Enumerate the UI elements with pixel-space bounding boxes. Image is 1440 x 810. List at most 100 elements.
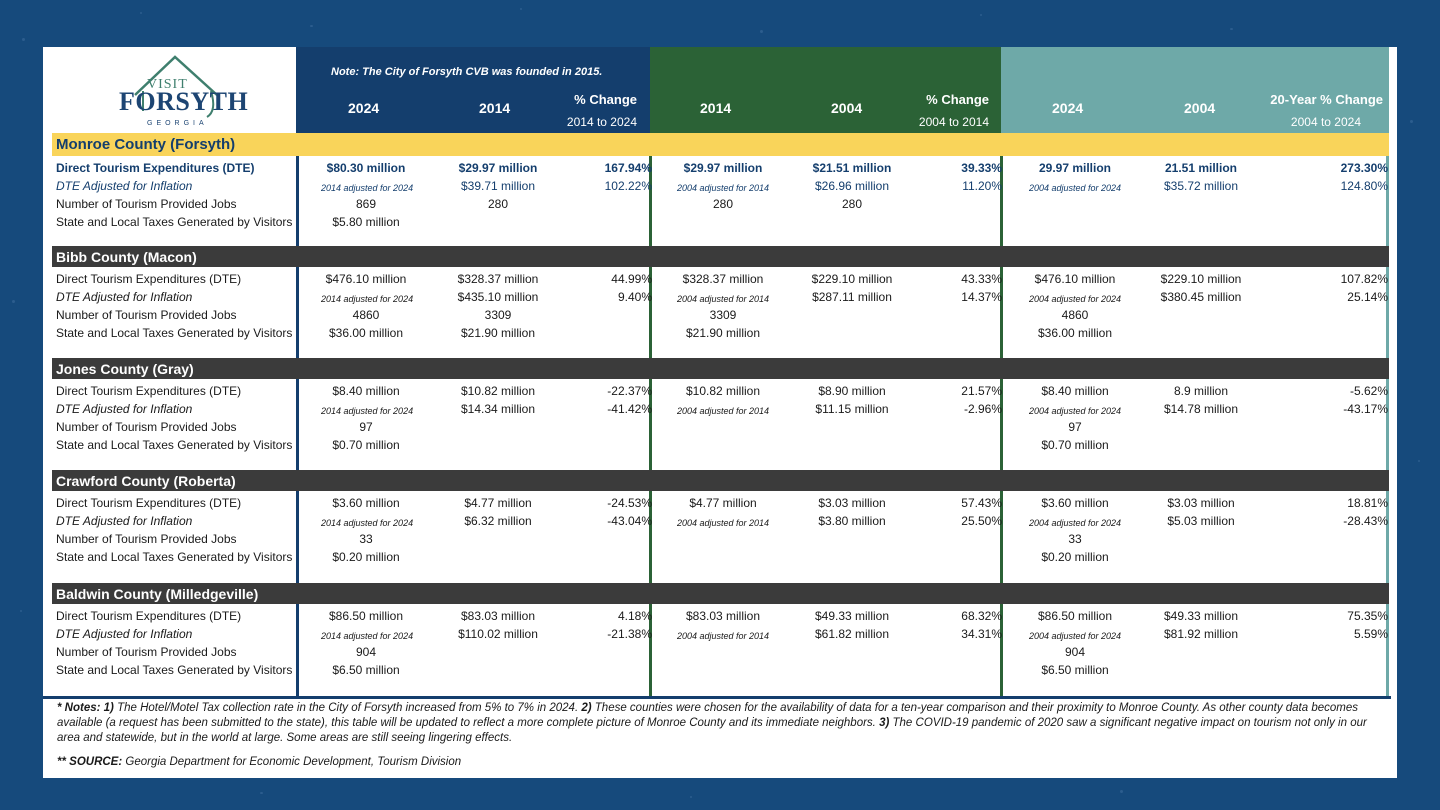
cell-dte: $3.60 million — [332, 496, 400, 510]
cell-jobs: 97 — [359, 420, 373, 434]
cell-infl: 2004 adjusted for 2024 — [1028, 294, 1122, 304]
cell-infl: $6.32 million — [464, 514, 532, 528]
cell-dte: 107.82% — [1340, 272, 1388, 286]
cell-dte: -24.53% — [607, 496, 652, 510]
cell-infl: $26.96 million — [814, 179, 890, 193]
row-label-jobs: Number of Tourism Provided Jobs — [56, 197, 237, 211]
section-band — [52, 470, 1389, 491]
note-3: The COVID-19 pandemic of 2020 saw a sign… — [57, 717, 1367, 744]
section-title: Jones County (Gray) — [56, 361, 194, 377]
row-label-taxes: State and Local Taxes Generated by Visit… — [56, 663, 293, 677]
header-green-pct: % Change — [926, 92, 989, 107]
section-title: Bibb County (Macon) — [56, 249, 197, 265]
cell-infl: 2004 adjusted for 2014 — [676, 406, 770, 416]
cell-jobs: 4860 — [352, 308, 380, 322]
cell-infl: 2004 adjusted for 2024 — [1028, 406, 1122, 416]
cell-infl: 5.59% — [1353, 627, 1388, 641]
cell-dte: 68.32% — [961, 609, 1002, 623]
section-band — [52, 133, 1389, 156]
cell-dte: $3.60 million — [1041, 496, 1109, 510]
cell-taxes: $21.90 million — [460, 326, 536, 340]
cell-dte: -22.37% — [607, 384, 652, 398]
cell-jobs: 280 — [712, 197, 734, 211]
row-label-dte: Direct Tourism Expenditures (DTE) — [56, 496, 242, 510]
cell-dte: 8.9 million — [1173, 384, 1229, 398]
cell-taxes: $36.00 million — [1037, 326, 1113, 340]
cell-dte: 21.51 million — [1164, 161, 1238, 175]
cell-infl: -2.96% — [963, 402, 1002, 416]
row-label-dte: Direct Tourism Expenditures (DTE) — [56, 272, 242, 286]
note-3-key: 3) — [879, 717, 890, 729]
cell-dte: $8.40 million — [1041, 384, 1109, 398]
cell-jobs: 904 — [1064, 645, 1086, 659]
cell-jobs: 33 — [1068, 532, 1082, 546]
cell-dte: $229.10 million — [1160, 272, 1242, 286]
divider-blue — [296, 133, 299, 696]
cell-taxes: $0.20 million — [332, 550, 400, 564]
row-label-jobs: Number of Tourism Provided Jobs — [56, 645, 237, 659]
cell-infl: 25.50% — [961, 514, 1002, 528]
cell-jobs: 904 — [355, 645, 377, 659]
cell-infl: 34.31% — [961, 627, 1002, 641]
header-green-band — [650, 47, 1001, 133]
cell-infl: 2014 adjusted for 2024 — [321, 183, 414, 193]
source-line: ** SOURCE: Georgia Department for Econom… — [57, 756, 461, 768]
cell-dte: $10.82 million — [460, 384, 536, 398]
cell-taxes: $0.70 million — [1041, 438, 1109, 452]
cell-taxes: $36.00 million — [328, 326, 404, 340]
cell-dte: $10.82 million — [685, 384, 761, 398]
header-teal-year2: 2004 — [1184, 100, 1216, 116]
cell-infl: 2004 adjusted for 2014 — [676, 294, 770, 304]
header-blue-year2: 2014 — [479, 100, 511, 116]
cell-infl: $287.11 million — [812, 290, 892, 304]
source-text: Georgia Department for Economic Developm… — [122, 756, 462, 768]
tourism-table-sheet: VISIT FORSYTH GEORGIA Note: The City of … — [43, 47, 1397, 778]
cell-dte: $328.37 million — [682, 272, 764, 286]
cell-jobs: 869 — [355, 197, 377, 211]
cell-dte: 273.30% — [1340, 161, 1388, 175]
row-label-taxes: State and Local Taxes Generated by Visit… — [56, 550, 293, 564]
cell-dte: $4.77 million — [689, 496, 757, 510]
cell-infl: $14.78 million — [1163, 402, 1239, 416]
header-green-year1: 2014 — [700, 100, 732, 116]
visit-forsyth-logo: VISIT FORSYTH GEORGIA — [113, 51, 248, 129]
divider-green-left — [649, 133, 652, 696]
cell-dte: $83.03 million — [460, 609, 536, 623]
cell-dte: $3.03 million — [1167, 496, 1235, 510]
cell-dte: 75.35% — [1347, 609, 1388, 623]
cell-dte: 167.94% — [604, 161, 652, 175]
cell-taxes: $0.70 million — [332, 438, 400, 452]
cell-infl: 2014 adjusted for 2024 — [321, 294, 414, 304]
header-blue-band — [296, 47, 650, 133]
cell-infl: -43.17% — [1343, 402, 1388, 416]
cell-dte: $4.77 million — [464, 496, 532, 510]
cell-infl: $380.45 million — [1160, 290, 1242, 304]
cell-dte: $86.50 million — [1037, 609, 1113, 623]
cell-taxes: $5.80 million — [332, 215, 400, 229]
cell-infl: $39.71 million — [460, 179, 536, 193]
cell-infl: -28.43% — [1343, 514, 1388, 528]
cell-dte: $49.33 million — [1163, 609, 1239, 623]
cell-dte: $80.30 million — [326, 161, 406, 175]
row-label-dte: Direct Tourism Expenditures (DTE) — [56, 161, 255, 175]
row-label-jobs: Number of Tourism Provided Jobs — [56, 420, 237, 434]
cell-taxes: $0.20 million — [1041, 550, 1109, 564]
cell-infl: 2004 adjusted for 2014 — [676, 518, 770, 528]
cell-infl: $14.34 million — [460, 402, 536, 416]
cell-dte: 29.97 million — [1038, 161, 1112, 175]
cell-dte: 18.81% — [1347, 496, 1388, 510]
cell-dte: $8.40 million — [332, 384, 400, 398]
cell-dte: $476.10 million — [325, 272, 407, 286]
cell-taxes: $6.50 million — [1041, 663, 1109, 677]
cell-dte: 57.43% — [961, 496, 1002, 510]
header-green-sub: 2004 to 2014 — [918, 115, 989, 129]
row-label-taxes: State and Local Taxes Generated by Visit… — [56, 326, 293, 340]
row-label-taxes: State and Local Taxes Generated by Visit… — [56, 215, 293, 229]
cell-jobs: 280 — [487, 197, 509, 211]
cell-dte: $49.33 million — [814, 609, 890, 623]
row-label-dte: Direct Tourism Expenditures (DTE) — [56, 384, 242, 398]
cell-jobs: 3309 — [709, 308, 737, 322]
cell-infl: 2014 adjusted for 2024 — [321, 406, 414, 416]
cell-jobs: 280 — [841, 197, 863, 211]
section-title: Baldwin County (Milledgeville) — [56, 586, 259, 602]
